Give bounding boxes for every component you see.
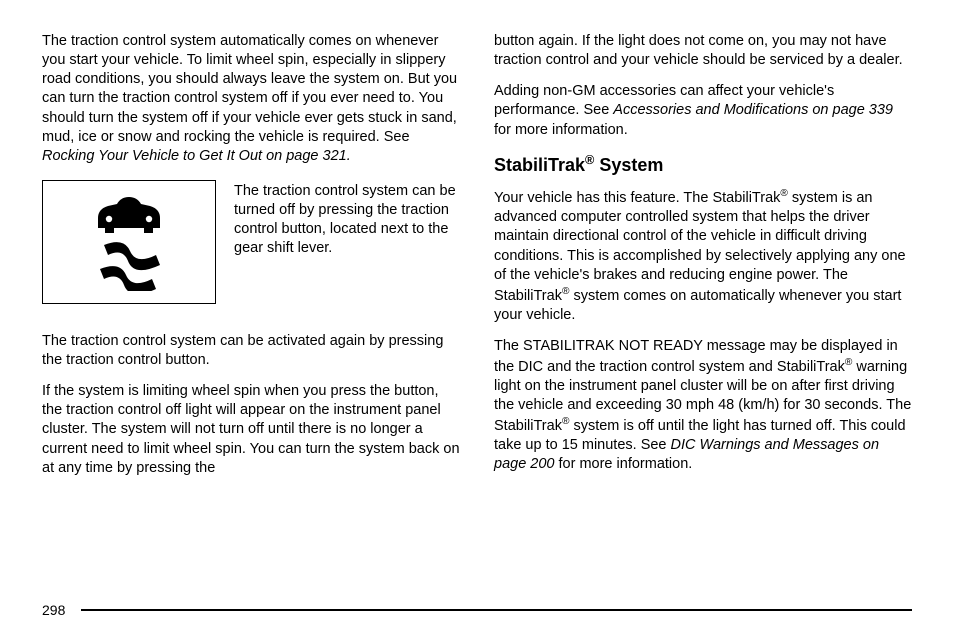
heading-text: StabiliTrak (494, 155, 585, 175)
heading-text: System (594, 155, 663, 175)
registered-mark: ® (585, 153, 594, 167)
registered-mark: ® (780, 188, 787, 199)
body-text: for more information. (554, 456, 692, 472)
paragraph: Adding non-GM accessories can affect you… (494, 82, 912, 139)
paragraph: If the system is limiting wheel spin whe… (42, 382, 460, 478)
two-column-layout: The traction control system automaticall… (42, 32, 912, 490)
paragraph: Your vehicle has this feature. The Stabi… (494, 187, 912, 325)
left-column: The traction control system automaticall… (42, 32, 460, 490)
body-text: The STABILITRAK NOT READY message may be… (494, 338, 898, 375)
body-text: system is an advanced computer controlle… (494, 190, 906, 303)
page-number: 298 (42, 602, 65, 618)
footer-rule (81, 609, 912, 611)
cross-reference: Rocking Your Vehicle to Get It Out on pa… (42, 148, 351, 164)
section-heading: StabiliTrak® System (494, 152, 912, 178)
right-column: button again. If the light does not come… (494, 32, 912, 490)
paragraph: The traction control system can be activ… (42, 332, 460, 370)
paragraph: The STABILITRAK NOT READY message may be… (494, 337, 912, 475)
body-text: Your vehicle has this feature. The Stabi… (494, 190, 780, 206)
figure-caption: The traction control system can be turne… (234, 180, 460, 259)
body-text: The traction control system automaticall… (42, 33, 457, 145)
cross-reference: Accessories and Modifications on page 33… (613, 102, 893, 118)
body-text: for more information. (494, 122, 628, 138)
paragraph: button again. If the light does not come… (494, 32, 912, 70)
figure-with-caption: The traction control system can be turne… (42, 180, 460, 304)
car-skid-icon (74, 193, 184, 291)
traction-control-icon-box (42, 180, 216, 304)
page-footer: 298 (42, 602, 912, 618)
paragraph: The traction control system automaticall… (42, 32, 460, 166)
